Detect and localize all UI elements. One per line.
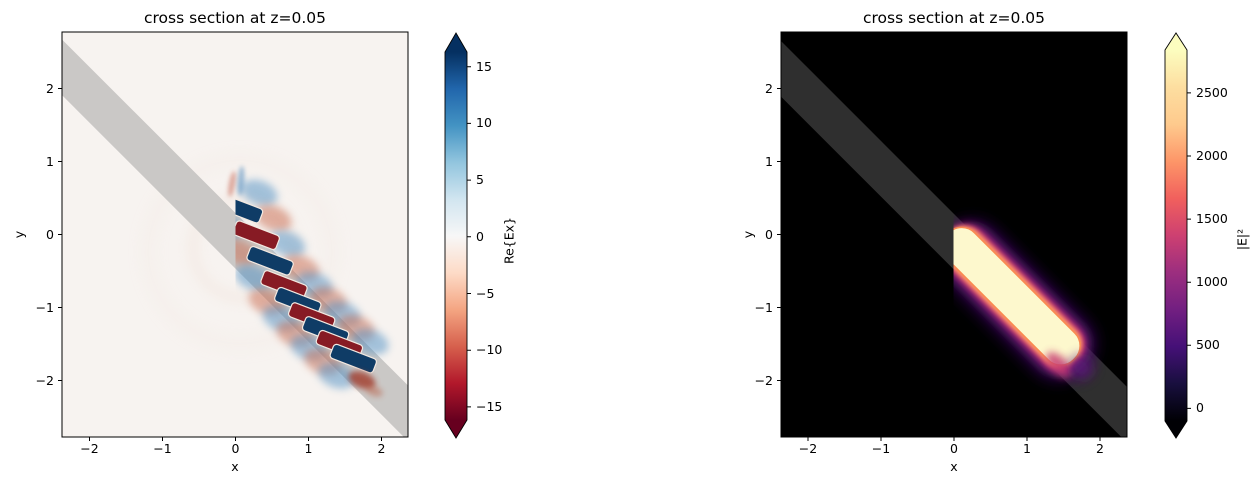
ripple-arc <box>142 154 338 350</box>
left-plot-title: cross section at z=0.05 <box>143 9 326 27</box>
right-colorbar-label: |E|² <box>1234 228 1250 251</box>
y-ticks-right <box>777 88 781 381</box>
left-xaxis-label: x <box>231 459 239 474</box>
colorbar-left <box>444 32 468 439</box>
axes-spine-right <box>780 31 1128 438</box>
intensity-stripe <box>953 221 1095 380</box>
tail-lobe <box>348 371 376 389</box>
right-heatmap <box>781 32 1127 437</box>
left-heatmap <box>62 32 408 437</box>
colorbar-ticks-left <box>467 66 471 408</box>
left-colorbar-label: Re{Ex} <box>501 217 517 265</box>
x-ticks-left <box>89 437 382 441</box>
source-wisp-red <box>228 171 236 197</box>
right-yaxis-label: y <box>740 230 756 239</box>
y-ticks-left <box>58 88 62 381</box>
right-xaxis-label: x <box>950 459 958 474</box>
tick-marks <box>58 66 1191 441</box>
wave-lobes <box>235 179 389 397</box>
x-ticks-right <box>807 437 1101 441</box>
right-plot-title: cross section at z=0.05 <box>862 9 1045 27</box>
tail-lobe <box>365 385 383 397</box>
colorbar-right <box>1164 32 1188 439</box>
left-yaxis-label: y <box>11 230 27 239</box>
field-lobes <box>235 195 378 374</box>
axes-spine-left <box>61 31 409 438</box>
colorbar-ticks-right <box>1187 92 1191 409</box>
